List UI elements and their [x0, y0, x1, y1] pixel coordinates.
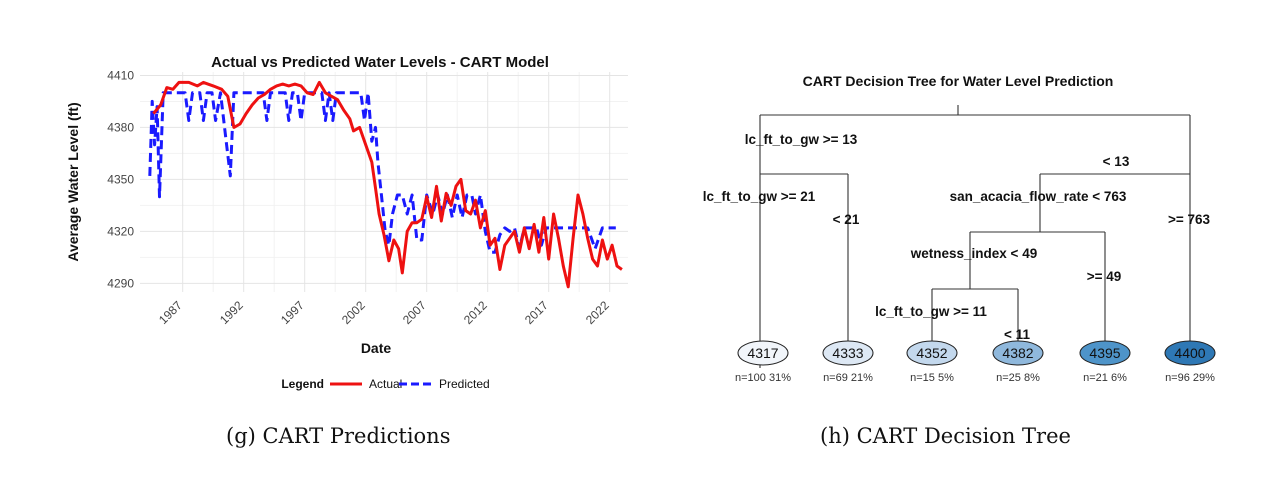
split-label-d-right: < 11: [1004, 327, 1030, 342]
tree-leaf: 4400 n=96 29%: [1164, 340, 1216, 384]
y-tick-label: 4320: [107, 224, 134, 238]
leaf-info: n=96 29%: [1165, 372, 1215, 384]
grid: [140, 72, 628, 292]
decision-tree: CART Decision Tree for Water Level Predi…: [703, 73, 1216, 384]
leaf-node: [992, 340, 1044, 366]
tree-leaf: 4395 n=21 6%: [1079, 340, 1131, 384]
legend-actual-label: Actual: [369, 377, 402, 391]
x-axis-label: Date: [361, 340, 392, 356]
split-label-root-right: < 13: [1103, 154, 1130, 169]
y-axis-label: Average Water Level (ft): [65, 102, 81, 261]
split-label-c-right: >= 49: [1087, 269, 1122, 284]
leaf-value: 4352: [916, 345, 947, 361]
split-label-b-left: san_acacia_flow_rate < 763: [950, 189, 1127, 204]
x-tick-label: 1997: [278, 298, 307, 327]
leaf-info: n=15 5%: [910, 372, 954, 384]
tree-leaves: 4317 n=100 31% 4333 n=69 21% 4352 n=15 5% 4382…: [735, 340, 1216, 384]
leaf-value: 4382: [1002, 345, 1033, 361]
split-label-root-left: lc_ft_to_gw >= 13: [745, 132, 858, 147]
y-axis-ticks: 4290 4320 4350 4380 4410: [107, 68, 134, 290]
y-tick-label: 4290: [107, 276, 134, 290]
tree-leaf: 4333 n=69 21%: [822, 340, 874, 384]
tree-leaf: 4382 n=25 8%: [992, 340, 1044, 384]
series-line-actual: [152, 80, 623, 289]
leaf-value: 4333: [832, 345, 863, 361]
split-label-b-right: >= 763: [1168, 212, 1211, 227]
chart-title: Actual vs Predicted Water Levels - CART …: [211, 54, 549, 71]
legend-predicted-label: Predicted: [439, 377, 490, 391]
leaf-value: 4317: [747, 345, 778, 361]
leaf-info: n=69 21%: [823, 372, 873, 384]
caption-right: (h) CART Decision Tree: [820, 424, 1071, 448]
leaf-node: [822, 340, 874, 366]
split-label-d-left: lc_ft_to_gw >= 11: [875, 304, 987, 319]
x-tick-label: 2017: [522, 298, 551, 327]
split-labels: lc_ft_to_gw >= 13 < 13 lc_ft_to_gw >= 21…: [703, 132, 1211, 342]
leaf-value: 4395: [1089, 345, 1120, 361]
y-tick-label: 4350: [107, 172, 134, 186]
legend: Legend Actual Predicted: [281, 377, 489, 391]
x-tick-label: 2007: [400, 298, 429, 327]
leaf-node: [906, 340, 958, 366]
x-tick-label: 1992: [217, 298, 246, 327]
leaf-value: 4400: [1174, 345, 1205, 361]
line-chart: Actual vs Predicted Water Levels - CART …: [65, 54, 628, 391]
leaf-node: [1079, 340, 1131, 366]
leaf-info: n=100 31%: [735, 372, 791, 384]
series-lines: [148, 80, 623, 289]
tree-title: CART Decision Tree for Water Level Predi…: [803, 73, 1114, 89]
split-label-a-right: < 21: [833, 212, 860, 227]
tree-leaf: 4317 n=100 31%: [735, 340, 791, 384]
x-tick-label: 2002: [339, 298, 368, 327]
tree-edges: [759, 105, 1191, 368]
x-tick-label: 2012: [461, 298, 490, 327]
series-line-predicted: [148, 91, 616, 254]
legend-title: Legend: [281, 377, 324, 391]
split-label-c-left: wetness_index < 49: [910, 246, 1037, 261]
y-tick-label: 4380: [107, 120, 134, 134]
leaf-node: [737, 340, 789, 366]
split-label-a-left: lc_ft_to_gw >= 21: [703, 189, 816, 204]
y-tick-label: 4410: [107, 68, 134, 82]
x-tick-label: 2022: [583, 298, 612, 327]
x-axis-ticks: 1987 1992 1997 2002 2007 2012 2017 2022: [156, 298, 612, 327]
x-tick-label: 1987: [156, 298, 185, 327]
leaf-info: n=21 6%: [1083, 372, 1127, 384]
leaf-node: [1164, 340, 1216, 366]
caption-left: (g) CART Predictions: [226, 424, 451, 448]
tree-leaf: 4352 n=15 5%: [906, 340, 958, 384]
leaf-info: n=25 8%: [996, 372, 1040, 384]
